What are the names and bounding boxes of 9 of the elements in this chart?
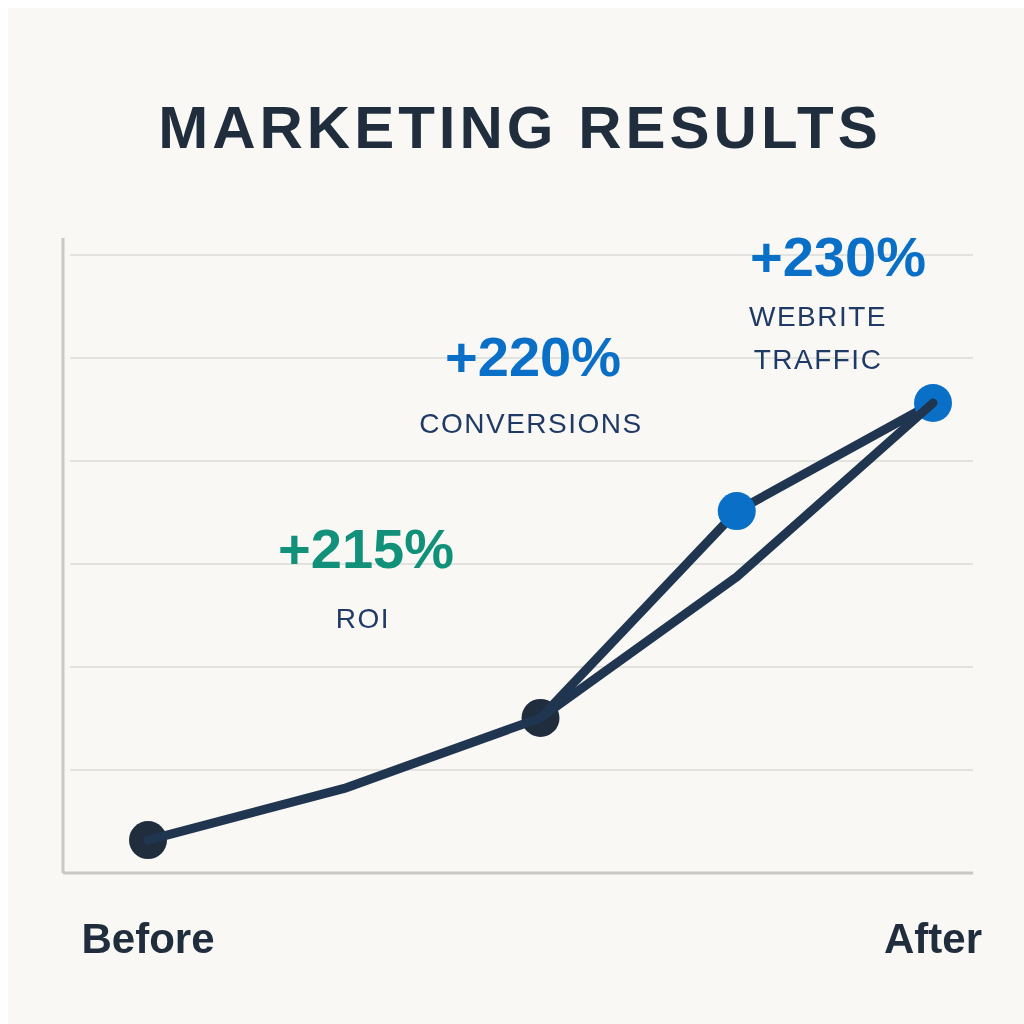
text: +220% xyxy=(445,325,621,388)
annotation: +215% xyxy=(278,517,454,580)
chart-title: MARKETING RESULTS xyxy=(158,94,882,161)
x-tick-label: After xyxy=(883,915,983,962)
text: WEBRITE TRAFFIC xyxy=(748,301,888,376)
x-tick-label: Before xyxy=(81,915,215,962)
text: +230% xyxy=(750,225,926,288)
annotation: ROI xyxy=(335,603,391,634)
annotation: CONVERSIONS xyxy=(419,408,643,439)
